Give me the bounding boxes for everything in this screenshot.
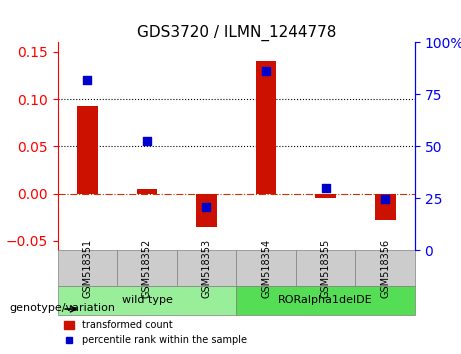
Text: GSM518353: GSM518353: [201, 239, 212, 298]
Point: [381, 196, 389, 202]
Point: [262, 68, 270, 74]
Bar: [196, 194, 217, 227]
FancyBboxPatch shape: [296, 250, 355, 286]
FancyBboxPatch shape: [177, 250, 236, 286]
FancyBboxPatch shape: [355, 250, 415, 286]
Text: GSM518354: GSM518354: [261, 239, 271, 298]
Bar: [255, 61, 277, 194]
Title: GDS3720 / ILMN_1244778: GDS3720 / ILMN_1244778: [136, 25, 336, 41]
FancyBboxPatch shape: [117, 250, 177, 286]
FancyBboxPatch shape: [236, 286, 415, 315]
Point: [143, 138, 151, 143]
Bar: [136, 189, 157, 194]
Legend: transformed count, percentile rank within the sample: transformed count, percentile rank withi…: [60, 316, 250, 349]
Text: GSM518352: GSM518352: [142, 239, 152, 298]
Text: GSM518351: GSM518351: [83, 239, 92, 298]
Text: GSM518356: GSM518356: [380, 239, 390, 298]
Text: genotype/variation: genotype/variation: [9, 303, 115, 313]
Bar: [315, 194, 336, 198]
Point: [322, 185, 329, 191]
Bar: [375, 194, 396, 220]
Text: RORalpha1delDE: RORalpha1delDE: [278, 296, 373, 306]
Bar: [77, 106, 98, 194]
Text: wild type: wild type: [122, 296, 172, 306]
FancyBboxPatch shape: [236, 250, 296, 286]
FancyBboxPatch shape: [58, 286, 236, 315]
Point: [84, 78, 91, 83]
Point: [203, 204, 210, 210]
Text: GSM518355: GSM518355: [320, 239, 331, 298]
FancyBboxPatch shape: [58, 250, 117, 286]
